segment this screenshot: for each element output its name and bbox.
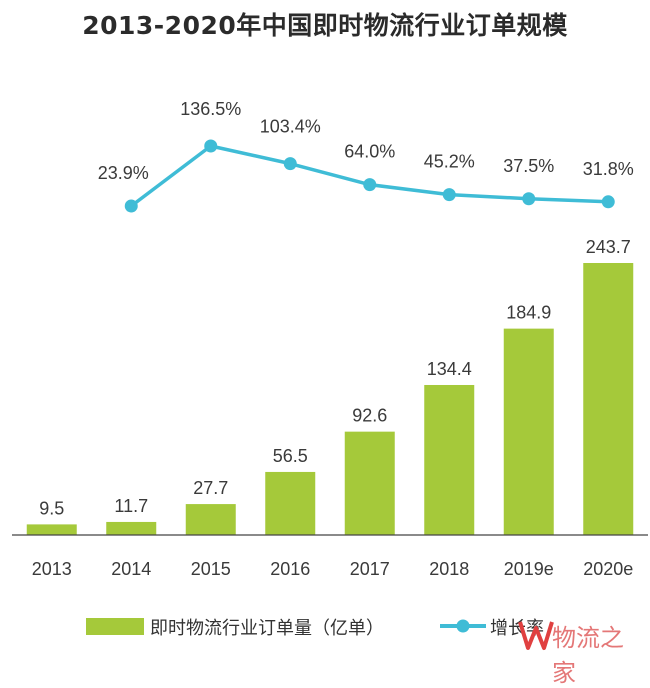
growth-label-2020e: 31.8% xyxy=(583,159,634,179)
growth-point-2015 xyxy=(204,139,218,153)
bar-value-label-2014: 11.7 xyxy=(114,496,148,516)
bar-2016 xyxy=(265,471,316,535)
growth-point-2018 xyxy=(442,188,456,202)
growth-label-2015: 136.5% xyxy=(180,99,241,119)
bar-2014 xyxy=(106,521,157,535)
bar-2013 xyxy=(26,524,77,535)
bar-value-label-2020e: 243.7 xyxy=(586,237,631,257)
bar-value-label-2018: 134.4 xyxy=(427,359,472,379)
chart-page: 2013-2020年中国即时物流行业订单规模 9.5 2013 11.7 2014 27… xyxy=(0,11,650,687)
bar-2019e xyxy=(503,328,554,535)
bar-2017 xyxy=(344,431,395,535)
growth-point-2016 xyxy=(283,157,297,171)
x-tick-label-2014: 2014 xyxy=(111,559,151,579)
growth-point-2019e xyxy=(522,192,536,206)
legend-bar-label: 即时物流行业订单量（亿单） xyxy=(150,618,384,639)
legend-line-swatch xyxy=(440,619,486,633)
bar-value-label-2013: 9.5 xyxy=(39,498,64,518)
watermark-logo: 物流之家 xyxy=(516,614,646,687)
growth-label-2018: 45.2% xyxy=(424,152,475,172)
growth-point-2017 xyxy=(363,178,377,192)
bar-2020e xyxy=(583,263,634,535)
x-tick-label-2019e: 2019e xyxy=(504,559,554,579)
x-tick-label-2018: 2018 xyxy=(429,559,469,579)
chart-canvas: 9.5 2013 11.7 2014 27.7 2015 56.5 2016 92.6 2017 1… xyxy=(12,99,648,579)
chart-title: 2013-2020年中国即时物流行业订单规模 xyxy=(82,11,568,40)
bar-value-label-2017: 92.6 xyxy=(352,406,387,426)
bar-2018 xyxy=(424,384,475,535)
x-tick-label-2013: 2013 xyxy=(32,559,72,579)
growth-label-2014: 23.9% xyxy=(98,163,149,183)
x-tick-label-2017: 2017 xyxy=(350,559,390,579)
x-tick-label-2015: 2015 xyxy=(191,559,231,579)
legend-bar-swatch xyxy=(86,618,144,635)
watermark-text: 物流之家 xyxy=(552,624,624,687)
legend-line-label: 增长率 xyxy=(490,618,544,639)
growth-label-2019e: 37.5% xyxy=(503,156,554,176)
bar-value-label-2016: 56.5 xyxy=(273,446,308,466)
bar-value-label-2019e: 184.9 xyxy=(506,303,551,323)
bar-value-label-2015: 27.7 xyxy=(193,478,228,498)
growth-label-2016: 103.4% xyxy=(260,117,321,137)
x-tick-label-2020e: 2020e xyxy=(583,559,633,579)
growth-label-2017: 64.0% xyxy=(344,142,395,162)
growth-point-2014 xyxy=(124,199,138,213)
bar-2015 xyxy=(185,504,236,535)
chart-legend: 即时物流行业订单量（亿单） 增长率 xyxy=(0,608,650,648)
watermark-mark-icon xyxy=(518,621,554,650)
x-tick-label-2016: 2016 xyxy=(270,559,310,579)
growth-point-2020e xyxy=(601,195,615,209)
